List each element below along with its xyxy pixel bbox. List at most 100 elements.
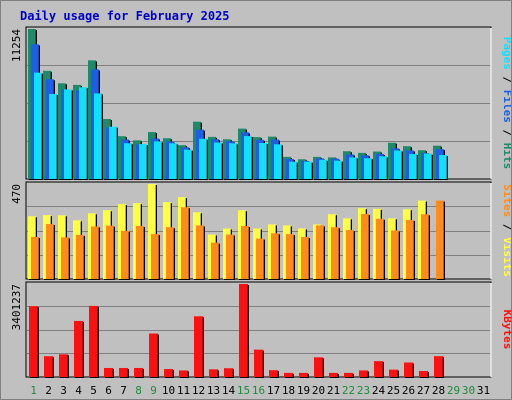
x-tick-label-day-25: 25 xyxy=(387,384,400,397)
x-tick-label-day-23: 23 xyxy=(357,384,370,397)
pages-bar-day-11 xyxy=(184,149,193,180)
x-tick-label-day-9: 9 xyxy=(150,384,157,397)
x-tick-label-day-1: 1 xyxy=(30,384,37,397)
pages-bar-day-27 xyxy=(424,153,433,180)
sites-bar-day-13 xyxy=(211,242,220,280)
panel-2-ymax-label: 470 xyxy=(10,184,23,204)
kbytes-bar-day-21 xyxy=(329,372,339,378)
x-tick-label-day-28: 28 xyxy=(432,384,445,397)
x-tick-label-day-15: 15 xyxy=(237,384,250,397)
sites-bar-day-2 xyxy=(46,224,55,280)
kbytes-bar-day-27 xyxy=(419,370,429,378)
visits-bar-day-9 xyxy=(148,184,157,280)
x-tick-label-day-29: 29 xyxy=(447,384,460,397)
kbytes-bar-day-3 xyxy=(59,354,69,378)
kbytes-bar-day-19 xyxy=(299,372,309,378)
panel-1-ymax-label: 11254 xyxy=(10,29,23,62)
pages-bar-day-18 xyxy=(289,161,298,180)
x-tick-label-day-27: 27 xyxy=(417,384,430,397)
pages-bar-day-23 xyxy=(364,158,373,180)
sites-bar-day-7 xyxy=(121,230,130,280)
sites-bar-day-5 xyxy=(91,226,100,280)
pages-bar-day-24 xyxy=(379,156,388,180)
x-tick-label-day-30: 30 xyxy=(462,384,475,397)
sites-bar-day-4 xyxy=(76,234,85,280)
pages-bar-day-5 xyxy=(94,93,103,180)
kbytes-bar-day-15 xyxy=(239,284,249,378)
kbytes-bar-day-14 xyxy=(224,368,234,378)
sites-bar-day-18 xyxy=(286,234,295,280)
x-tick-label-day-24: 24 xyxy=(372,384,386,397)
x-tick-label-day-22: 22 xyxy=(342,384,355,397)
sites-bar-day-24 xyxy=(376,218,385,280)
sites-bar-day-14 xyxy=(226,234,235,280)
kbytes-bar-day-11 xyxy=(179,370,189,378)
sites-bar-day-21 xyxy=(331,227,340,280)
kbytes-bar-day-2 xyxy=(44,356,54,378)
sites-bar-day-1 xyxy=(31,236,40,280)
x-tick-label-day-10: 10 xyxy=(162,384,175,397)
pages-bar-day-21 xyxy=(334,160,343,180)
x-tick-label-day-4: 4 xyxy=(75,384,82,397)
kbytes-bar-day-24 xyxy=(374,361,384,378)
x-tick-label-day-20: 20 xyxy=(312,384,325,397)
sites-bar-day-25 xyxy=(391,230,400,280)
sites-bar-day-9 xyxy=(151,234,160,280)
panel-3-ymax-label: 3401237 xyxy=(10,284,23,330)
x-tick-label-day-6: 6 xyxy=(105,384,112,397)
legend-pages-files-hits: Pages / Files / Hits xyxy=(501,37,511,170)
kbytes-bar-day-17 xyxy=(269,370,279,378)
kbytes-bar-day-9 xyxy=(149,333,159,378)
x-tick-label-day-7: 7 xyxy=(120,384,127,397)
pages-bar-day-15 xyxy=(244,136,253,180)
pages-bar-day-16 xyxy=(259,143,268,180)
kbytes-bar-day-4 xyxy=(74,320,84,378)
pages-bar-day-10 xyxy=(169,143,178,180)
kbytes-bar-day-12 xyxy=(194,316,204,378)
kbytes-bar-day-22 xyxy=(344,372,354,378)
pages-bar-day-19 xyxy=(304,161,313,180)
sites-bar-day-22 xyxy=(346,230,355,280)
chart-title: Daily usage for February 2025 xyxy=(20,9,230,23)
kbytes-bar-day-13 xyxy=(209,369,219,378)
kbytes-bar-day-20 xyxy=(314,357,324,378)
x-tick-label-day-21: 21 xyxy=(327,384,340,397)
pages-bar-day-13 xyxy=(214,142,223,180)
sites-bar-day-27 xyxy=(421,214,430,280)
pages-bar-day-17 xyxy=(274,144,283,180)
pages-bar-day-8 xyxy=(139,144,148,180)
sites-bar-day-8 xyxy=(136,226,145,280)
kbytes-bar-day-8 xyxy=(134,367,144,378)
kbytes-bar-day-28 xyxy=(434,356,444,378)
sites-bar-day-10 xyxy=(166,227,175,280)
sites-bar-day-20 xyxy=(316,225,325,280)
pages-bar-day-26 xyxy=(409,153,418,180)
pages-bar-day-22 xyxy=(349,157,358,180)
sites-bar-day-15 xyxy=(241,226,250,280)
sites-bar-day-28 xyxy=(436,200,445,280)
sites-bar-day-19 xyxy=(301,236,310,280)
pages-bar-day-20 xyxy=(319,159,328,180)
x-tick-label-day-5: 5 xyxy=(90,384,97,397)
legend-kbytes: KBytes xyxy=(501,310,511,350)
kbytes-bar-day-6 xyxy=(104,367,114,378)
x-tick-label-day-11: 11 xyxy=(177,384,190,397)
kbytes-bar-day-5 xyxy=(89,305,99,378)
pages-bar-day-4 xyxy=(79,87,88,180)
x-tick-label-day-19: 19 xyxy=(297,384,310,397)
kbytes-bar-day-10 xyxy=(164,369,174,378)
x-tick-label-day-3: 3 xyxy=(60,384,67,397)
sites-bar-day-11 xyxy=(181,207,190,280)
x-tick-label-day-16: 16 xyxy=(252,384,265,397)
pages-bar-day-1 xyxy=(34,72,43,180)
x-tick-label-day-12: 12 xyxy=(192,384,205,397)
kbytes-bar-day-1 xyxy=(29,306,39,378)
x-tick-label-day-26: 26 xyxy=(402,384,415,397)
sites-bar-day-12 xyxy=(196,225,205,280)
kbytes-bar-day-25 xyxy=(389,369,399,378)
sites-bar-day-16 xyxy=(256,238,265,280)
x-tick-label-day-8: 8 xyxy=(135,384,142,397)
pages-bar-day-7 xyxy=(124,143,133,180)
